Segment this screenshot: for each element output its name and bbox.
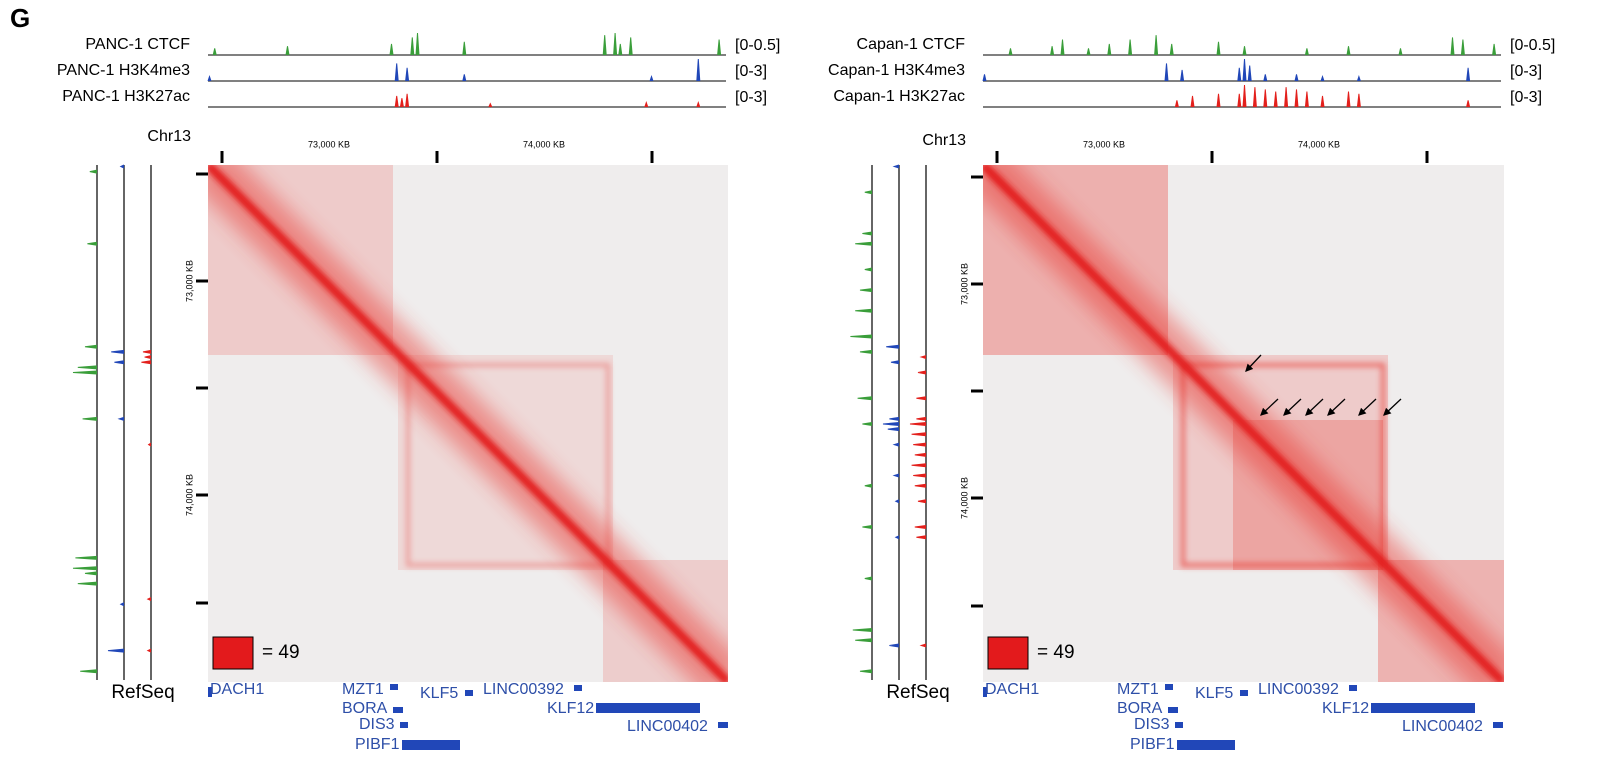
- track-range: [0-3]: [1510, 63, 1542, 80]
- x-axis-label: 73,000 KB: [1083, 139, 1125, 149]
- gene-model: [390, 684, 398, 690]
- track-signal: [207, 58, 701, 82]
- legend-label: = 49: [1037, 642, 1075, 663]
- track-signal: [394, 93, 701, 108]
- heatmap: [208, 165, 728, 682]
- gene-name: BORA: [1117, 700, 1163, 717]
- gene-name: LINC00392: [483, 681, 564, 698]
- gene-name: MZT1: [342, 681, 384, 698]
- y-axis-label: 74,000 KB: [959, 477, 969, 519]
- gene-model: [208, 687, 212, 697]
- gene-model: [718, 722, 728, 728]
- x-axis-label: 74,000 KB: [1298, 139, 1340, 149]
- panel: PANC-1 CTCF [0-0.5] PANC-1 H3K4me3 [0-3] PAN…: [57, 32, 780, 753]
- gene-name: KLF12: [1322, 700, 1369, 717]
- track-signal: [1008, 35, 1497, 56]
- gene-model: [1240, 690, 1248, 696]
- legend-swatch: [987, 636, 1029, 670]
- gene-name: LINC00392: [1258, 681, 1339, 698]
- panel-label: G: [10, 3, 30, 33]
- y-axis-label: 73,000 KB: [184, 260, 194, 302]
- gene-name: LINC00402: [1402, 718, 1483, 735]
- legend-swatch: [212, 636, 254, 670]
- diagonal: [208, 165, 728, 682]
- chromosome-label: Chr13: [922, 132, 966, 149]
- vertical-track-signal: [141, 349, 152, 653]
- gene-name: KLF12: [547, 700, 594, 717]
- gene-model: [1168, 707, 1178, 713]
- panel: Capan-1 CTCF [0-0.5] Capan-1 H3K4me3 [0-3] C…: [828, 35, 1555, 753]
- gene-model: [983, 687, 987, 697]
- heatmap: [983, 165, 1504, 682]
- gene-model: [1175, 722, 1183, 728]
- x-axis-label: 73,000 KB: [308, 139, 350, 149]
- chromosome-label: Chr13: [147, 128, 191, 145]
- track-name: PANC-1 H3K4me3: [57, 62, 190, 79]
- gene-name: DACH1: [210, 681, 264, 698]
- track-range: [0-0.5]: [735, 37, 780, 54]
- track-name: Capan-1 H3K4me3: [828, 62, 965, 79]
- refseq-label: RefSeq: [886, 682, 949, 703]
- gene-model: [1177, 740, 1235, 750]
- gene-model: [393, 707, 403, 713]
- vertical-track-signal: [909, 355, 927, 648]
- gene-model: [1493, 722, 1503, 728]
- gene-model: [596, 703, 700, 713]
- vertical-track-signal: [107, 164, 125, 653]
- domain-edge: [406, 363, 610, 567]
- track-name: Capan-1 CTCF: [857, 36, 966, 53]
- track-signal: [982, 58, 1471, 82]
- refseq-label: RefSeq: [111, 682, 174, 703]
- track-signal: [1174, 84, 1471, 108]
- gene-name: PIBF1: [355, 736, 400, 753]
- gene-name: KLF5: [420, 685, 458, 702]
- gene-name: DIS3: [359, 716, 395, 733]
- gene-name: PIBF1: [1130, 736, 1175, 753]
- vertical-track-signal: [850, 190, 873, 674]
- vertical-track-signal: [72, 169, 98, 674]
- track-range: [0-3]: [735, 63, 767, 80]
- gene-model: [574, 685, 582, 691]
- gene-model: [1165, 684, 1173, 690]
- track-range: [0-3]: [1510, 89, 1542, 106]
- track-name: PANC-1 CTCF: [85, 36, 190, 53]
- arrows: [1245, 354, 1402, 416]
- track-range: [0-3]: [735, 89, 767, 106]
- gene-name: DIS3: [1134, 716, 1170, 733]
- track-range: [0-0.5]: [1510, 37, 1555, 54]
- vertical-track-signal: [882, 164, 900, 648]
- legend-label: = 49: [262, 642, 300, 663]
- gene-model: [465, 690, 473, 696]
- gene-model: [400, 722, 408, 728]
- gene-model: [1349, 685, 1357, 691]
- y-axis-label: 73,000 KB: [959, 263, 969, 305]
- gene-name: LINC00402: [627, 718, 708, 735]
- x-axis-label: 74,000 KB: [523, 139, 565, 149]
- diagonal: [983, 165, 1504, 682]
- track-name: Capan-1 H3K27ac: [833, 88, 965, 105]
- gene-model: [1371, 703, 1475, 713]
- gene-model: [402, 740, 460, 750]
- gene-name: DACH1: [985, 681, 1039, 698]
- gene-name: BORA: [342, 700, 388, 717]
- gene-name: KLF5: [1195, 685, 1233, 702]
- track-name: PANC-1 H3K27ac: [62, 88, 190, 105]
- gene-name: MZT1: [1117, 681, 1159, 698]
- track-signal: [212, 32, 722, 56]
- y-axis-label: 74,000 KB: [184, 474, 194, 516]
